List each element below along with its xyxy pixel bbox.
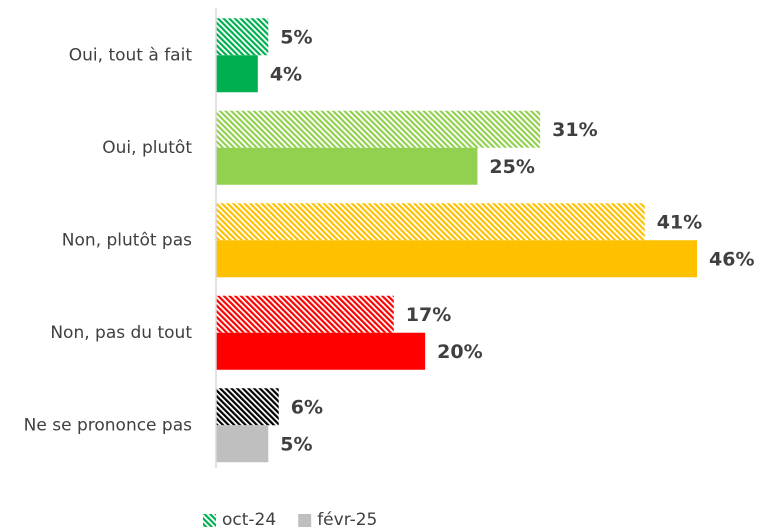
- value-label: 5%: [280, 26, 312, 48]
- category-label: Non, pas du tout: [50, 323, 192, 343]
- value-label: 4%: [270, 63, 302, 85]
- bar: [216, 240, 697, 278]
- legend-label: oct-24: [222, 510, 276, 529]
- legend-label: févr-25: [317, 510, 377, 529]
- legend-swatch: [203, 514, 216, 527]
- category-label: Ne se prononce pas: [24, 415, 192, 435]
- value-label: 41%: [657, 211, 702, 233]
- bar: [216, 110, 541, 148]
- value-label: 46%: [709, 248, 754, 270]
- bar: [216, 332, 426, 370]
- bar: [216, 203, 645, 241]
- bar: [216, 295, 394, 333]
- category-label: Non, plutôt pas: [62, 230, 192, 250]
- bar: [216, 425, 269, 463]
- value-label: 6%: [291, 396, 323, 418]
- value-label: 31%: [552, 119, 597, 141]
- category-label: Oui, plutôt: [102, 138, 192, 158]
- legend-swatch: [298, 514, 312, 527]
- value-label: 20%: [437, 341, 482, 363]
- bar: [216, 55, 258, 93]
- value-label: 5%: [280, 433, 312, 455]
- bar: [216, 147, 478, 185]
- bar: [216, 18, 269, 56]
- category-label: Oui, tout à fait: [69, 45, 193, 65]
- value-label: 25%: [489, 156, 534, 178]
- bar: [216, 388, 279, 426]
- value-label: 17%: [406, 304, 451, 326]
